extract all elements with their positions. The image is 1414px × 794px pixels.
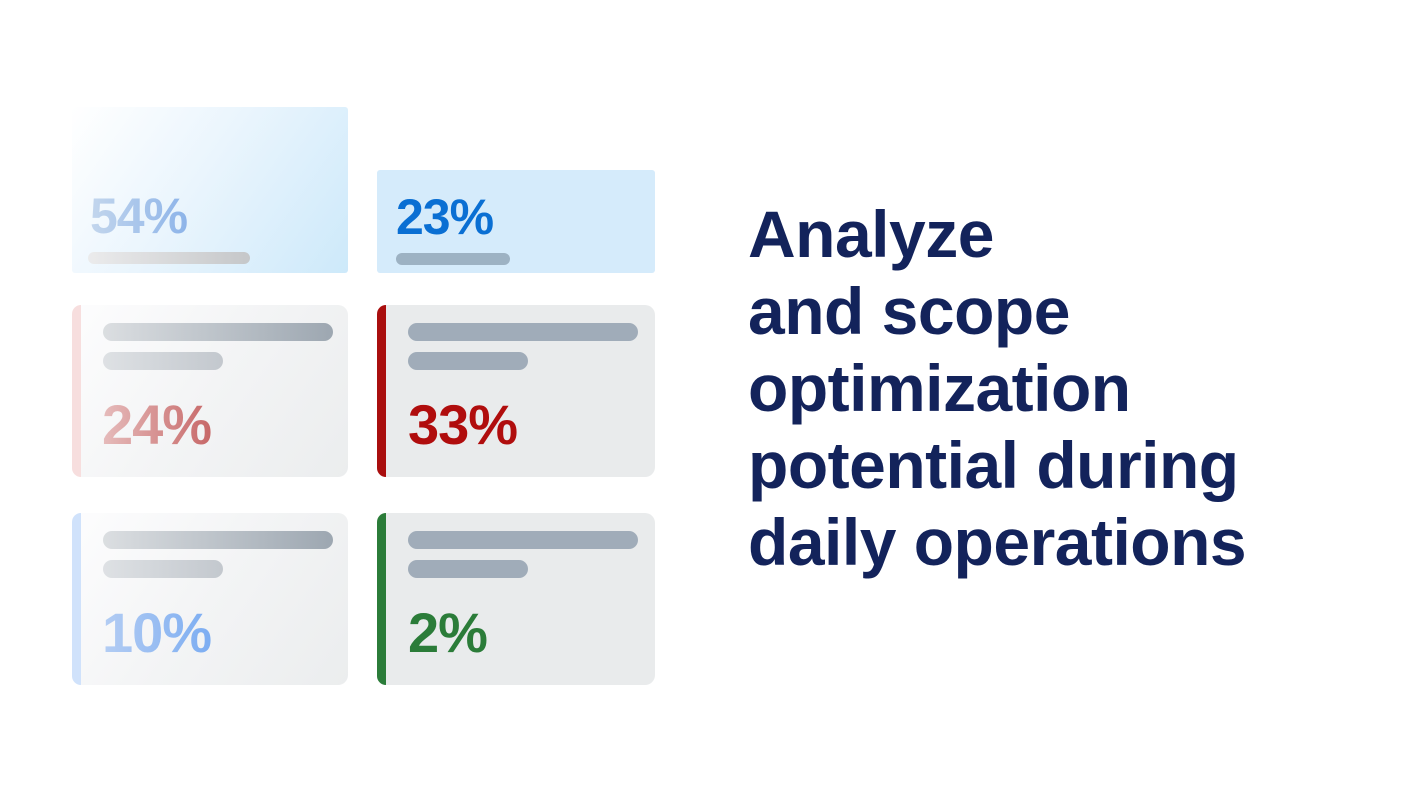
text-placeholder-bar — [88, 252, 250, 264]
stat-value: 54% — [90, 188, 188, 244]
text-placeholder-bar — [408, 531, 638, 549]
headline-line: potential during — [748, 428, 1239, 502]
headline-line: Analyze — [748, 197, 994, 271]
stat-value: 24% — [102, 393, 212, 456]
text-placeholder-bar — [103, 531, 333, 549]
stat-card-24: 24% — [72, 305, 348, 477]
stat-card-54: 54% — [72, 107, 348, 273]
headline-line: and scope — [748, 274, 1070, 348]
headline-line: optimization — [748, 351, 1131, 425]
stat-card-2: 2% — [377, 513, 655, 685]
text-placeholder-bar — [408, 560, 528, 578]
stat-card-10: 10% — [72, 513, 348, 685]
stat-value: 10% — [102, 601, 212, 664]
accent-stripe — [72, 305, 81, 477]
text-placeholder-bar — [408, 352, 528, 370]
headline: Analyze and scope optimization potential… — [748, 196, 1247, 581]
text-placeholder-bar — [408, 323, 638, 341]
text-placeholder-bar — [396, 253, 510, 265]
stat-value: 33% — [408, 393, 518, 456]
stat-value: 23% — [396, 189, 494, 245]
stat-card-23: 23% — [377, 170, 655, 273]
text-placeholder-bar — [103, 323, 333, 341]
accent-stripe — [377, 305, 386, 477]
stat-card-33: 33% — [377, 305, 655, 477]
stat-value: 2% — [408, 601, 488, 664]
text-placeholder-bar — [103, 352, 223, 370]
text-placeholder-bar — [103, 560, 223, 578]
accent-stripe — [72, 513, 81, 685]
accent-stripe — [377, 513, 386, 685]
headline-line: daily operations — [748, 505, 1247, 579]
